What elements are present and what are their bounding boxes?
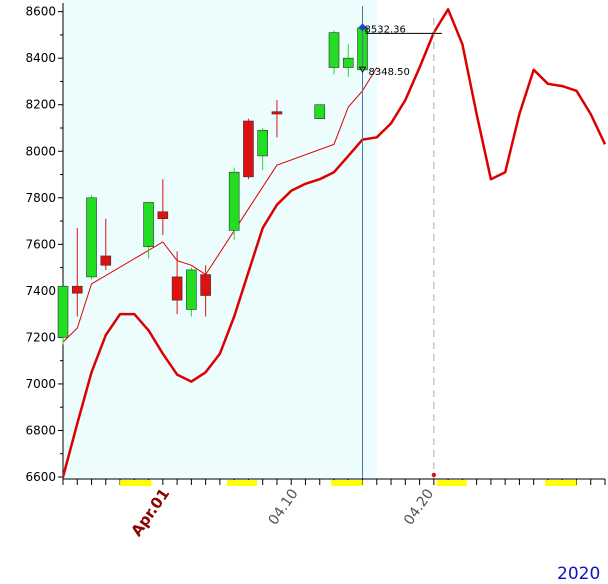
x-axis: Apr.01 04.10 04.20 bbox=[62, 478, 606, 540]
candle bbox=[271, 100, 283, 138]
candle-body bbox=[157, 211, 169, 220]
candle bbox=[143, 202, 154, 259]
weekend-marker bbox=[227, 480, 257, 486]
candle-body bbox=[314, 104, 326, 119]
candle bbox=[243, 118, 254, 180]
y-tick-label: 8200 bbox=[25, 98, 56, 112]
candle-body bbox=[71, 285, 83, 294]
low-marker bbox=[358, 66, 367, 73]
y-tick-label: 7400 bbox=[25, 284, 56, 298]
y-tick-label: 8600 bbox=[25, 5, 56, 19]
weekend-marker bbox=[331, 480, 363, 486]
candle-body bbox=[171, 276, 183, 301]
high-marker bbox=[358, 23, 367, 32]
y-tick-label: 7200 bbox=[25, 330, 56, 344]
candle-body bbox=[342, 57, 354, 68]
y-tick-label: 8400 bbox=[25, 51, 56, 65]
ma-thin-line bbox=[63, 67, 378, 343]
candle bbox=[257, 127, 268, 170]
candle bbox=[171, 251, 183, 315]
candle bbox=[157, 179, 169, 236]
low-value-label: 8348.50 bbox=[369, 67, 410, 78]
high-value-label: 8532.36 bbox=[365, 24, 406, 35]
highlight-region bbox=[63, 0, 377, 479]
forecast-marker bbox=[431, 472, 437, 478]
year-label: 2020 bbox=[557, 564, 600, 584]
x-axis-label: 04.20 bbox=[401, 486, 437, 528]
candle-body bbox=[86, 197, 97, 278]
candle bbox=[200, 265, 211, 317]
candle-body bbox=[271, 111, 283, 115]
y-tick-label: 7000 bbox=[25, 377, 56, 391]
candle bbox=[57, 285, 69, 345]
candle-body bbox=[200, 274, 211, 296]
candle-body bbox=[100, 255, 112, 266]
candle-body bbox=[57, 285, 69, 338]
moving-average-lines bbox=[63, 8, 607, 478]
candle bbox=[71, 228, 83, 317]
candle-body bbox=[243, 120, 254, 178]
candle-body bbox=[328, 32, 340, 68]
x-axis-label: Apr.01 bbox=[127, 485, 173, 540]
weekend-marker bbox=[545, 480, 577, 486]
candle bbox=[186, 267, 197, 317]
y-tick-label: 7600 bbox=[25, 237, 56, 251]
y-tick-label: 7800 bbox=[25, 191, 56, 205]
candle-body bbox=[143, 202, 154, 247]
annotations: 8532.36 8348.50 bbox=[358, 6, 442, 479]
y-tick-label: 6600 bbox=[25, 470, 56, 484]
candle bbox=[342, 44, 354, 77]
y-axis: 6600 6800 7000 7200 7400 7600 7800 8000 8200 8400… bbox=[25, 3, 64, 484]
candles bbox=[57, 27, 368, 345]
candle bbox=[314, 104, 326, 119]
candle-body bbox=[186, 269, 197, 310]
candle-body bbox=[228, 171, 240, 231]
x-axis-label: 04.10 bbox=[266, 486, 302, 528]
candle-body bbox=[257, 130, 268, 157]
candle bbox=[228, 167, 240, 240]
y-tick-label: 6800 bbox=[25, 423, 56, 437]
candle bbox=[328, 30, 340, 75]
candle bbox=[86, 195, 97, 280]
y-tick-label: 8000 bbox=[25, 144, 56, 158]
ma-thick-line bbox=[63, 8, 607, 478]
weekend-marker bbox=[120, 480, 152, 486]
weekend-marker bbox=[436, 480, 467, 486]
candle bbox=[100, 218, 112, 270]
